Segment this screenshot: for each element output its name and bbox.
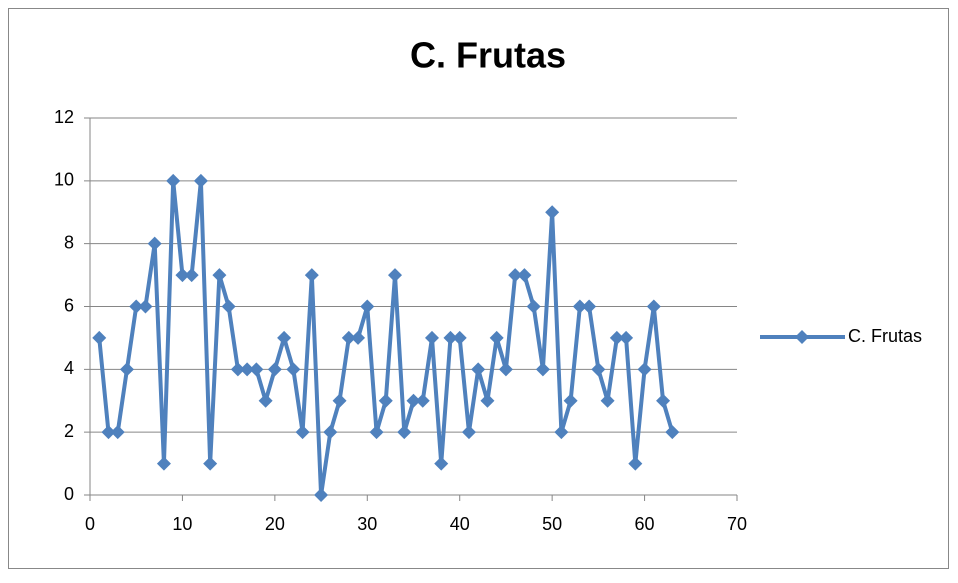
data-point bbox=[554, 425, 569, 440]
data-point bbox=[646, 299, 661, 314]
data-point bbox=[424, 330, 439, 345]
data-point bbox=[230, 362, 245, 377]
data-point bbox=[166, 173, 181, 188]
data-point bbox=[249, 362, 264, 377]
data-point bbox=[656, 393, 671, 408]
data-point bbox=[628, 456, 643, 471]
data-point bbox=[600, 393, 615, 408]
data-point bbox=[258, 393, 273, 408]
data-point bbox=[267, 362, 282, 377]
data-point bbox=[221, 299, 236, 314]
data-point bbox=[489, 330, 504, 345]
data-point bbox=[341, 330, 356, 345]
data-point bbox=[406, 393, 421, 408]
data-point bbox=[304, 268, 319, 283]
data-point bbox=[351, 330, 366, 345]
data-point bbox=[591, 362, 606, 377]
x-tick-label: 20 bbox=[265, 514, 285, 534]
data-point bbox=[286, 362, 301, 377]
y-tick-label: 10 bbox=[54, 170, 74, 190]
data-point bbox=[619, 330, 634, 345]
data-point bbox=[434, 456, 449, 471]
data-point bbox=[156, 456, 171, 471]
y-tick-label: 12 bbox=[54, 107, 74, 127]
data-point bbox=[471, 362, 486, 377]
data-point bbox=[563, 393, 578, 408]
x-tick-label: 60 bbox=[635, 514, 655, 534]
y-tick-label: 4 bbox=[64, 358, 74, 378]
y-tick-label: 0 bbox=[64, 484, 74, 504]
data-point bbox=[582, 299, 597, 314]
data-point bbox=[175, 268, 190, 283]
x-tick-label: 40 bbox=[450, 514, 470, 534]
data-point bbox=[609, 330, 624, 345]
data-point bbox=[480, 393, 495, 408]
data-point bbox=[665, 425, 680, 440]
data-point bbox=[184, 268, 199, 283]
y-tick-label: 8 bbox=[64, 232, 74, 252]
data-point bbox=[369, 425, 384, 440]
data-point bbox=[277, 330, 292, 345]
data-point bbox=[360, 299, 375, 314]
x-tick-label: 10 bbox=[172, 514, 192, 534]
data-point bbox=[452, 330, 467, 345]
data-point bbox=[545, 205, 560, 220]
data-point bbox=[526, 299, 541, 314]
data-point bbox=[323, 425, 338, 440]
data-point bbox=[378, 393, 393, 408]
chart-title: C. Frutas bbox=[410, 35, 566, 76]
data-point bbox=[332, 393, 347, 408]
data-point bbox=[212, 268, 227, 283]
y-tick-label: 6 bbox=[64, 295, 74, 315]
data-point bbox=[461, 425, 476, 440]
data-point bbox=[110, 425, 125, 440]
chart-border bbox=[8, 8, 949, 569]
data-point bbox=[498, 362, 513, 377]
data-point bbox=[138, 299, 153, 314]
data-point bbox=[129, 299, 144, 314]
data-point bbox=[193, 173, 208, 188]
data-point bbox=[314, 488, 329, 502]
data-point bbox=[415, 393, 430, 408]
legend-marker bbox=[795, 330, 809, 344]
data-point bbox=[119, 362, 134, 377]
data-point bbox=[637, 362, 652, 377]
x-tick-label: 70 bbox=[727, 514, 747, 534]
x-tick-label: 30 bbox=[357, 514, 377, 534]
data-point bbox=[508, 268, 523, 283]
y-tick-label: 2 bbox=[64, 421, 74, 441]
data-point bbox=[295, 425, 310, 440]
data-point bbox=[572, 299, 587, 314]
data-point bbox=[397, 425, 412, 440]
data-point bbox=[147, 236, 162, 251]
data-point bbox=[101, 425, 116, 440]
data-point bbox=[240, 362, 255, 377]
legend-label: C. Frutas bbox=[848, 326, 922, 346]
data-point bbox=[443, 330, 458, 345]
x-tick-label: 50 bbox=[542, 514, 562, 534]
data-point bbox=[92, 330, 107, 345]
data-point bbox=[388, 268, 403, 283]
data-point bbox=[203, 456, 218, 471]
x-tick-label: 0 bbox=[85, 514, 95, 534]
data-point bbox=[517, 268, 532, 283]
data-point bbox=[535, 362, 550, 377]
